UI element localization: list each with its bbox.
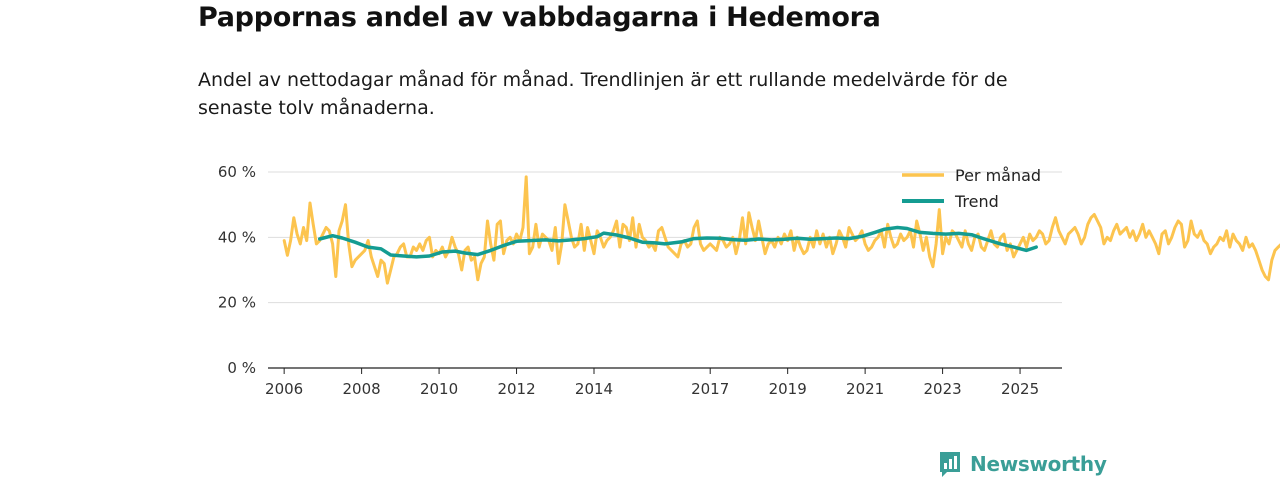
x-tick-label: 2008: [343, 380, 381, 398]
x-tick-label: 2019: [769, 380, 807, 398]
x-tick-label: 2023: [923, 380, 961, 398]
series-line-per-manad: [282, 175, 1280, 285]
x-tick-label: 2021: [846, 380, 884, 398]
x-tick-label: 2025: [1001, 380, 1039, 398]
x-tick-label: 2006: [265, 380, 303, 398]
x-tick-label: 2017: [691, 380, 729, 398]
x-tick-label: 2010: [420, 380, 458, 398]
y-tick-label: 40 %: [218, 228, 256, 246]
chart-title: Pappornas andel av vabbdagarna i Hedemor…: [198, 2, 881, 33]
legend-label-monthly: Per månad: [955, 166, 1041, 185]
newsworthy-logo-text: Newsworthy: [970, 452, 1107, 476]
chart-subtitle: Andel av nettodagar månad för månad. Tre…: [198, 69, 1008, 119]
y-tick-label: 0 %: [227, 359, 256, 377]
newsworthy-logo-icon: [940, 452, 960, 477]
y-tick-label: 60 %: [218, 163, 256, 181]
legend: Per månad Trend: [902, 166, 1041, 211]
x-tick-label: 2014: [575, 380, 613, 398]
x-axis: 2006 2008 2010 2012 2014 2017 2019 2021 2023 2025: [265, 367, 1062, 398]
x-tick-label: 2012: [497, 380, 535, 398]
y-tick-label: 20 %: [218, 294, 256, 312]
series-line-trend: [317, 225, 1038, 259]
series-lines: [282, 175, 1280, 285]
legend-label-trend: Trend: [954, 192, 999, 211]
newsworthy-logo: Newsworthy: [938, 450, 1107, 478]
y-axis-ticks: 0 % 20 % 40 % 60 %: [218, 163, 256, 377]
